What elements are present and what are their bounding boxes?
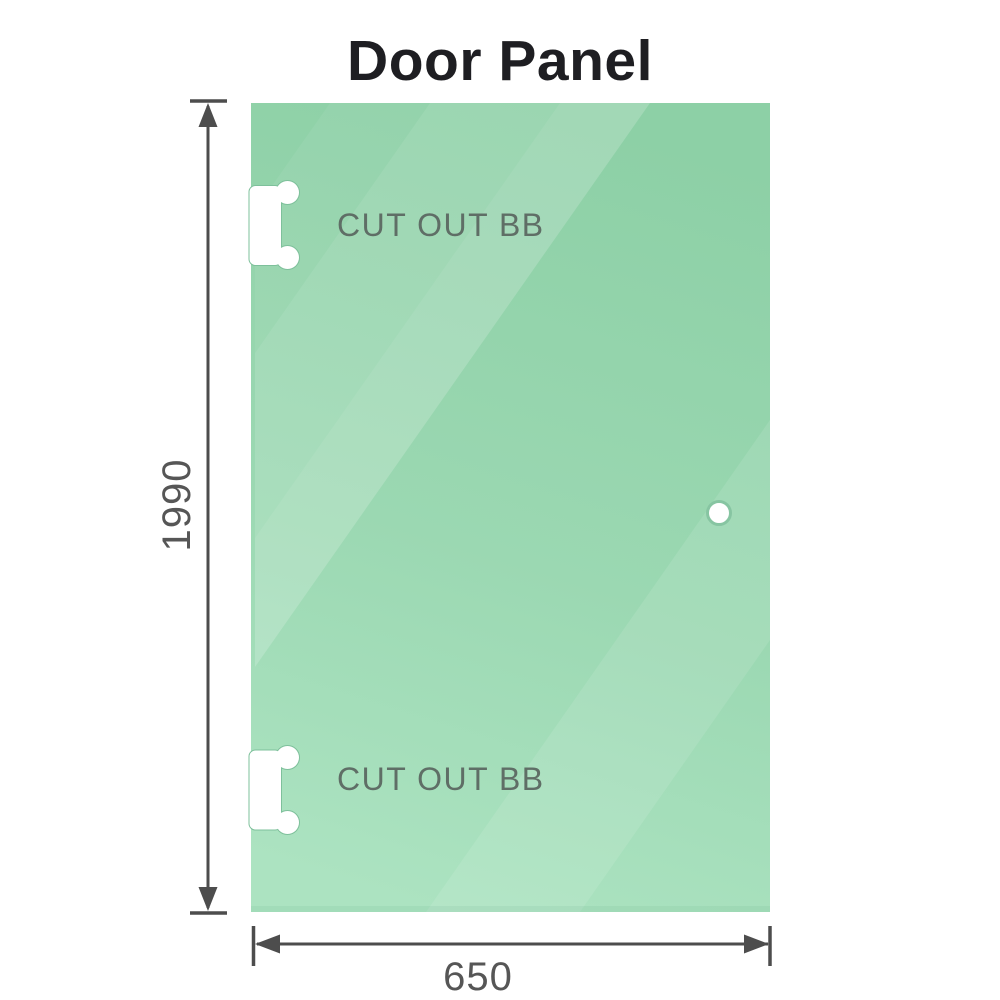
glass-reflection-stripe	[255, 103, 650, 667]
glass-reflection-stripe	[255, 103, 650, 667]
width-dimension	[251, 926, 772, 966]
glass-reflection-stripe	[426, 420, 770, 912]
arrow-up-icon	[198, 103, 218, 127]
page-title: Door Panel	[347, 29, 653, 93]
arrow-down-icon	[198, 887, 218, 911]
glass-panel	[251, 103, 770, 912]
glass-reflections	[251, 103, 770, 912]
glass-reflection-stripe	[255, 103, 430, 353]
glass-bottom-edge-shade	[251, 906, 770, 912]
handle-hole	[706, 500, 732, 526]
width-dim-label: 650	[443, 955, 513, 999]
cutout-top-label: CUT OUT BB	[337, 207, 545, 243]
cutout-bottom-label: CUT OUT BB	[337, 761, 545, 797]
arrow-left-icon	[255, 934, 280, 954]
hinge-cutouts	[248, 180, 300, 835]
height-dim-label: 1990	[155, 458, 199, 552]
arrow-right-icon	[744, 934, 769, 954]
height-dimension	[190, 99, 227, 915]
